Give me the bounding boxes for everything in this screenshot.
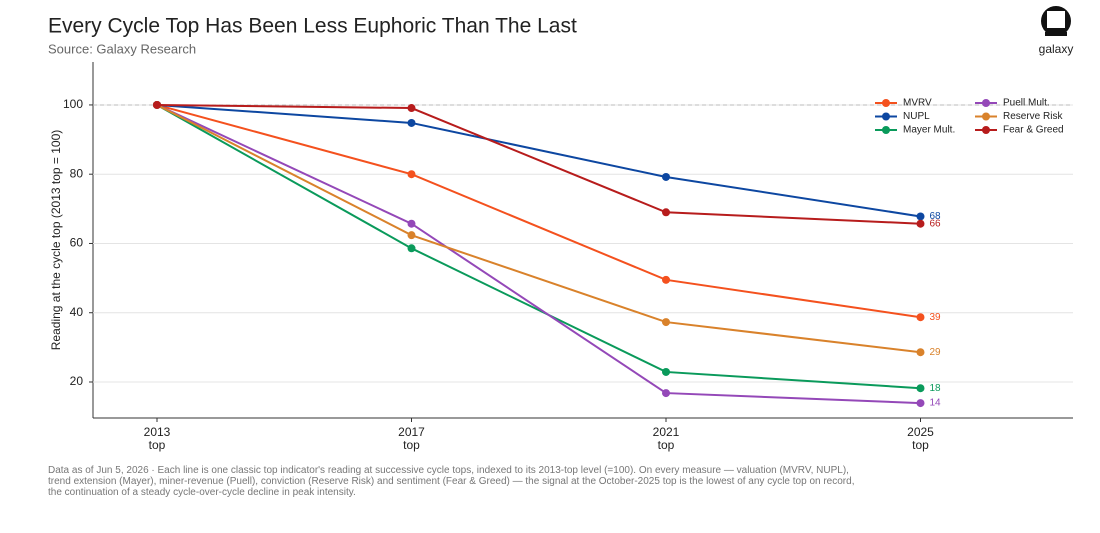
y-axis-label: Reading at the cycle top (2013 top = 100… [49,130,63,350]
grid [93,104,1073,383]
value-label: 18 [930,383,942,394]
point [153,100,161,109]
value-label: 29 [930,347,942,358]
x-tick-label: 2013 top [143,425,171,452]
legend-label: Reserve Risk [1003,111,1063,122]
legend-label: Fear & Greed [1003,125,1064,136]
series-line [156,103,921,218]
point [407,231,416,240]
value-label: 68 [930,211,942,222]
point [662,275,670,284]
legend-marker [982,99,990,107]
legend-marker [882,99,890,107]
y-tick-label: 60 [70,236,84,250]
x-tick-label: 2025 top [907,425,934,452]
value-label: 66 [930,218,942,229]
series-line [156,103,921,225]
point [407,104,416,113]
logo-icon [1041,6,1071,36]
series-line [156,104,921,405]
footnote-line: the continuation of a steady cycle-over-… [48,487,356,498]
chart-title: Every Cycle Top Has Been Less Euphoric T… [48,15,577,38]
legend-marker [882,112,890,121]
point [916,219,925,228]
legend-label: Mayer Mult. [903,125,955,136]
footnote-line: trend extension (Mayer), miner-revenue (… [48,476,855,487]
point [407,170,416,179]
point [407,219,416,228]
legend-label: MVRV [903,98,932,109]
point [916,313,925,322]
point [916,384,925,393]
series-line [156,104,921,390]
y-tick-label: 40 [70,305,84,319]
point [662,389,670,398]
point [407,118,416,127]
series-line [156,103,921,319]
point [662,318,670,327]
point [662,208,670,217]
legend-marker [982,126,990,134]
y-tick-label: 80 [70,166,84,180]
point [916,348,925,357]
logo-text: galaxy [1039,42,1074,56]
x-tick-label: 2021 top [652,425,680,452]
value-label: 14 [930,398,942,409]
point [407,244,416,253]
y-tick-label: 100 [63,97,83,111]
chart-subtitle: Source: Galaxy Research [48,41,196,56]
legend-label: NUPL [903,111,930,122]
series-line [156,104,921,354]
footnote: Data as of Jun 5, 2026 · Each line is on… [48,465,854,498]
point [662,172,670,181]
point [916,399,925,408]
value-label: 39 [930,312,942,323]
legend-marker [982,112,990,121]
y-tick-label: 20 [70,374,84,388]
legend-marker [882,126,890,134]
point [916,212,925,221]
point [662,367,670,376]
x-tick-label: 2017 top [398,425,425,452]
footnote-line: Data as of Jun 5, 2026 · Each line is on… [48,465,849,476]
legend-label: Puell Mult. [1003,98,1050,109]
